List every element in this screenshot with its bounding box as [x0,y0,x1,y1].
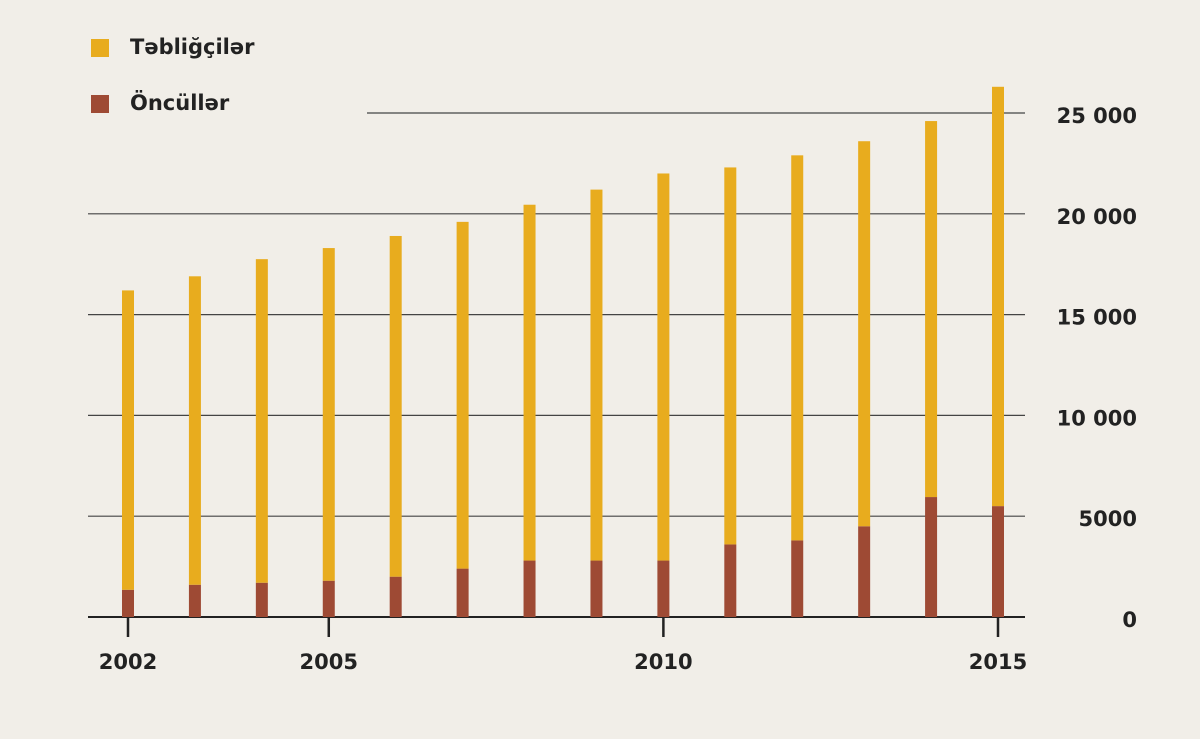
bar-segment [255,582,268,617]
bar-segment [389,235,402,577]
y-tick-label: 15 000 [1057,306,1137,330]
bar-segment [925,121,938,498]
bar-segment [389,576,402,617]
legend-label: Öncüllər [130,90,230,115]
x-tick-label: 2015 [969,650,1027,674]
bar-segment [858,141,871,527]
bar-segment [724,544,737,617]
bar-segment [657,173,670,561]
y-tick-label: 0 [1122,608,1137,632]
bar-segment [122,290,134,590]
bar-segment [523,560,536,617]
bar-segment [122,589,134,617]
bar-segment [992,506,1004,617]
y-tick-label: 25 000 [1057,104,1137,128]
bar-segment [188,276,201,585]
legend-swatch [91,95,109,113]
bar-segment [791,540,804,617]
bar-segment [657,560,670,617]
bar-segment [590,560,603,617]
x-tick-label: 2010 [634,650,692,674]
bar-segment [188,584,201,617]
bar-segment [590,189,603,561]
y-tick-label: 10 000 [1057,406,1137,430]
legend-swatch [91,39,109,57]
bar-segment [456,221,469,569]
bar-segment [791,155,804,541]
legend-label: Təbliğçilər [130,35,255,59]
bar-segment [858,526,871,617]
bar-segment [456,568,469,617]
y-tick-label: 20 000 [1057,205,1137,229]
x-tick-label: 2002 [99,650,157,674]
bar-segment [255,259,268,583]
y-tick-label: 5000 [1079,507,1137,531]
bar-segment [322,580,335,617]
bar-segment [724,167,737,545]
bar-segment [925,497,938,617]
bar-segment [992,86,1004,507]
bar-segment [322,248,335,581]
bar-segment [523,204,536,561]
x-tick-label: 2005 [300,650,358,674]
